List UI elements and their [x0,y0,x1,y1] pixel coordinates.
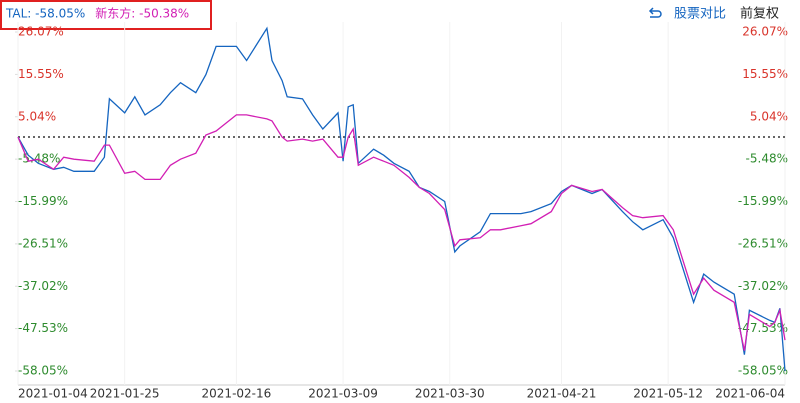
y-tick-label: -37.02% [18,279,68,293]
y-tick-label: -15.99% [18,194,68,208]
y-tick-label: -47.53% [18,321,68,335]
y-tick-label-right: -15.99% [738,194,788,208]
y-tick-label: -58.05% [18,364,68,378]
x-tick-label: 2021-05-12 [633,387,703,401]
icon-path [648,7,654,15]
y-tick-label-right: 5.04% [750,109,788,123]
reset-icon[interactable] [648,7,662,18]
series-line [17,26,786,372]
highlight-box [0,0,212,30]
y-tick-label-right: -37.02% [738,279,788,293]
y-tick-label: 5.04% [18,109,56,123]
y-tick-label: -26.51% [18,236,68,250]
y-tick-label-right: -5.48% [746,152,788,166]
y-tick-label: 26.07% [18,25,64,39]
legend-entry: 新东方: -50.38% [95,6,189,21]
icon-path [650,10,662,18]
x-tick-label: 2021-02-16 [202,387,272,401]
y-tick-label-right: 15.55% [742,67,788,81]
adjust-button[interactable]: 前复权 [740,6,779,22]
x-tick-label: 2021-06-04 [715,387,785,401]
y-tick-label: 15.55% [18,67,64,81]
y-tick-label-right: 26.07% [742,25,788,39]
y-tick-label-right: -26.51% [738,236,788,250]
y-tick-label-right: -58.05% [738,364,788,378]
x-tick-label: 2021-01-25 [90,387,160,401]
series-line [17,114,786,351]
x-tick-label: 2021-03-30 [415,387,485,401]
compare-button[interactable]: 股票对比 [674,7,726,22]
legend-entry: TAL: -58.05% [5,7,85,21]
x-tick-label: 2021-04-21 [527,387,597,401]
x-tick-label: 2021-01-04 [18,387,88,401]
x-tick-label: 2021-03-09 [308,387,378,401]
y-tick-label-right: -47.53% [738,321,788,335]
